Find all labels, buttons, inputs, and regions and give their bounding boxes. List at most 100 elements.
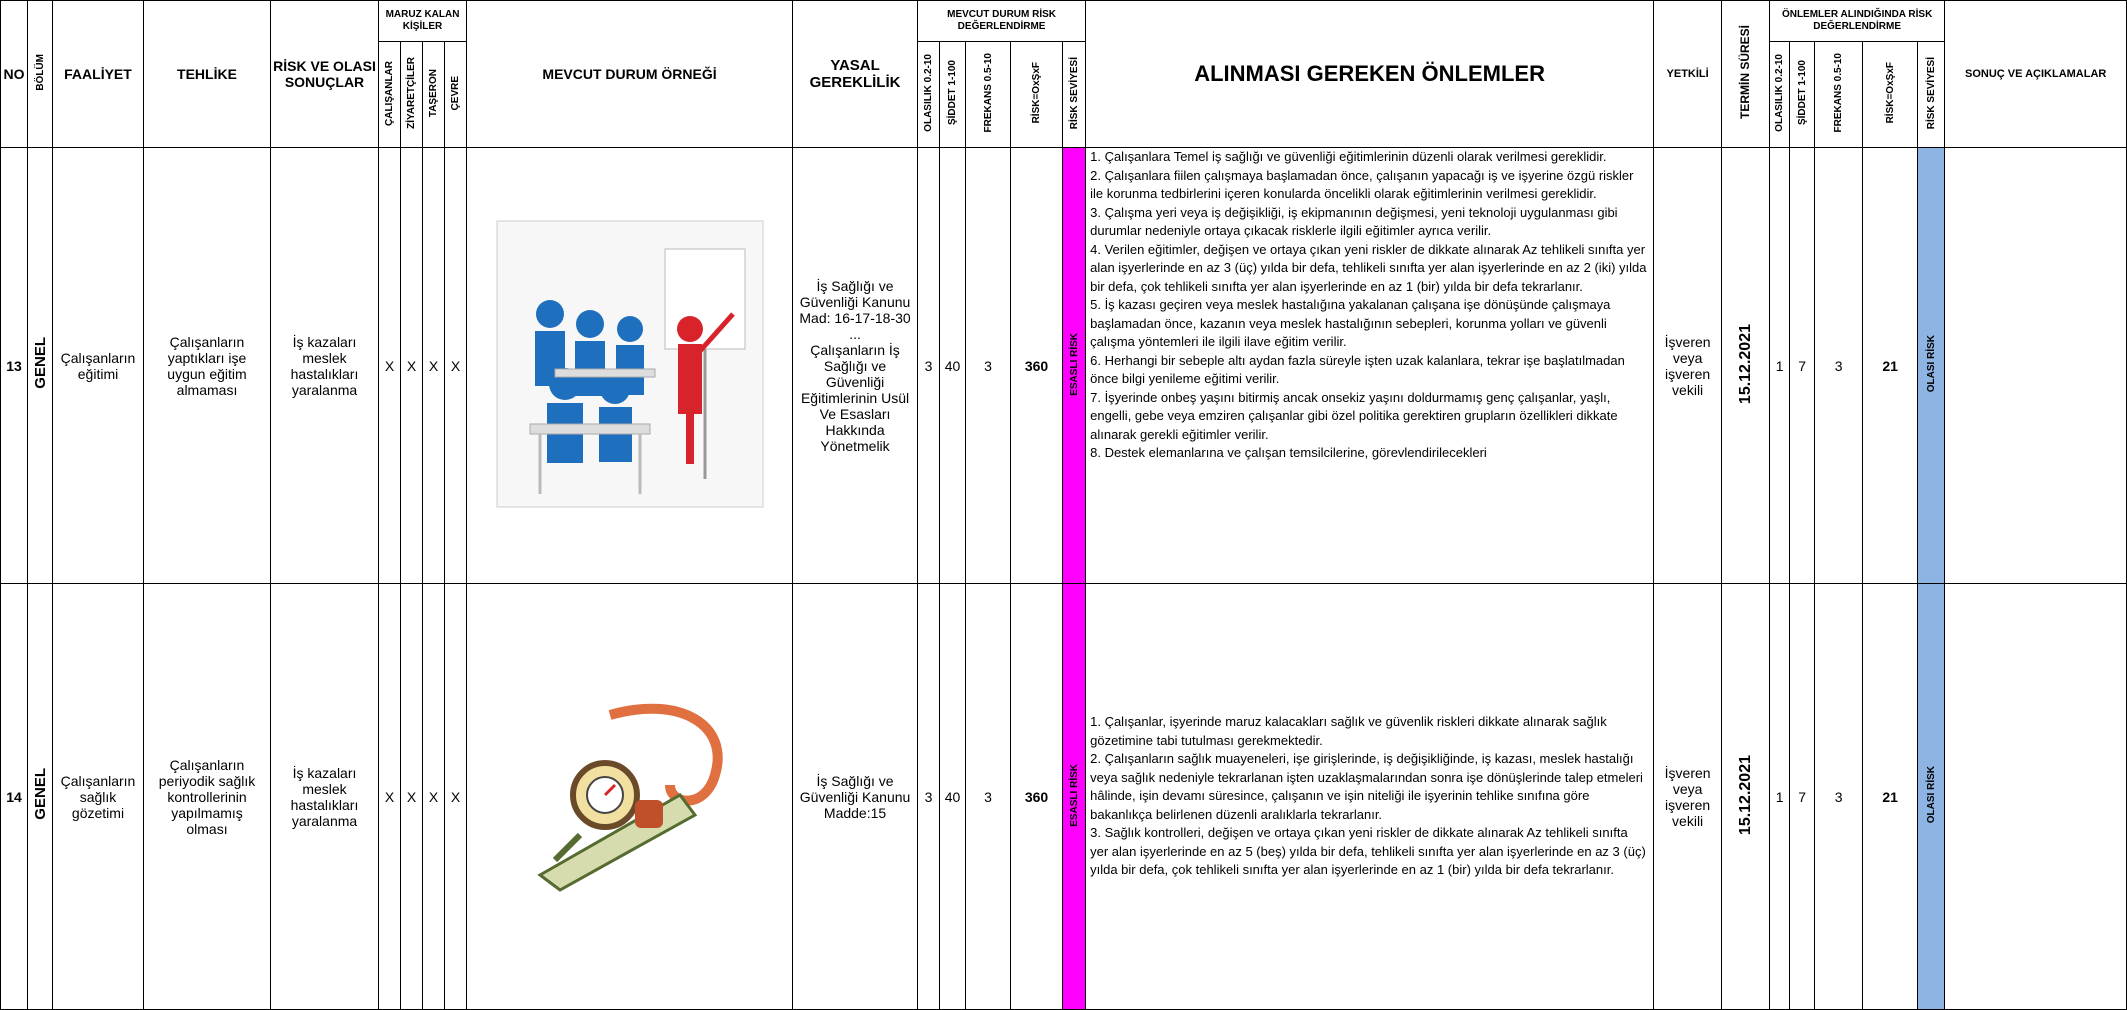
row-activity: Çalışanların sağlık gözetimi bbox=[52, 583, 144, 1010]
legal-line: Çalışanların İş Sağlığı ve Güvenliği Eği… bbox=[800, 341, 910, 454]
measure-item: 3. Sağlık kontrolleri, değişen ve ortaya… bbox=[1090, 825, 1646, 878]
row-section: GENEL bbox=[27, 583, 53, 1010]
hazard-header: TEHLİKE bbox=[143, 0, 271, 148]
activity-header: FAALİYET bbox=[52, 0, 144, 148]
row-exposed: X bbox=[422, 583, 445, 1010]
exposed-column-text: ÇALIŞANLAR bbox=[384, 60, 395, 126]
exposed-column: ZİYARETÇİLER bbox=[400, 41, 423, 148]
deadline-header: TERMİN SÜRESİ bbox=[1721, 0, 1771, 148]
row-responsible: İşveren veya işveren vekili bbox=[1653, 583, 1723, 1010]
row-exposed: X bbox=[378, 147, 401, 584]
row-no: 13 bbox=[0, 147, 28, 584]
subheader-row: ÇALIŞANLAR ZİYARETÇİLER TAŞERON ÇEVRE OLASIL… bbox=[1, 41, 2127, 148]
result-header: SONUÇ VE AÇIKLAMALAR bbox=[1944, 0, 2127, 148]
row-example bbox=[466, 583, 794, 1010]
responsible-header: YETKİLİ bbox=[1653, 0, 1723, 148]
risk-value: 1 bbox=[1769, 583, 1791, 1010]
after-risk-column: RİSK SEVİYESİ bbox=[1917, 41, 1946, 148]
current-risk-column-text: FREKANS 0.5-10 bbox=[982, 53, 994, 133]
row-deadline: 15.12.2021 bbox=[1721, 147, 1771, 584]
risk-value: 3 bbox=[1814, 147, 1864, 584]
measures-header: ALINMASI GEREKEN ÖNLEMLER bbox=[1085, 0, 1655, 148]
row-exposed: X bbox=[422, 147, 445, 584]
exposed-header: MARUZ KALAN KİŞİLER bbox=[377, 0, 468, 42]
risk-level: ESASLI RİSK bbox=[1062, 583, 1087, 1010]
current-risk-column-text: OLASILIK 0.2-10 bbox=[923, 54, 935, 132]
risk-value: 3 bbox=[965, 583, 1012, 1010]
risk-value: 3 bbox=[917, 147, 941, 584]
after-risk-column-text: FREKANS 0.5-10 bbox=[1833, 53, 1845, 133]
exposed-column: ÇALIŞANLAR bbox=[378, 41, 401, 148]
stethoscope-illustration bbox=[536, 703, 723, 892]
measure-item: 5. İş kazası geçiren veya meslek hastalı… bbox=[1090, 297, 1611, 349]
risk-level-text: ESASLI RİSK bbox=[1068, 332, 1080, 396]
row-section-text: GENEL bbox=[31, 337, 49, 389]
row-result bbox=[1944, 583, 2127, 1010]
exposed-column: TAŞERON bbox=[422, 41, 445, 148]
row-legal: İş Sağlığı ve Güvenliği Kanunu Madde:15 bbox=[792, 583, 919, 1010]
table-header: NO BÖLÜM FAALİYET TEHLİKE RİSK VE OLASI … bbox=[0, 0, 2127, 148]
current-risk-column: FREKANS 0.5-10 bbox=[965, 41, 1012, 148]
row-legal: İş Sağlığı ve Güvenliği Kanunu Mad: 16-1… bbox=[792, 147, 919, 584]
consequences-header: RİSK VE OLASI SONUÇLAR bbox=[270, 0, 379, 148]
row-result bbox=[1944, 147, 2127, 584]
row-measures: 1. Çalışanlar, işyerinde maruz kalacakla… bbox=[1085, 583, 1655, 1010]
current-risk-column: OLASILIK 0.2-10 bbox=[917, 41, 941, 148]
after-risk-column-text: RİSK SEVİYESİ bbox=[1925, 56, 1937, 130]
row-measures: 1. Çalışanlara Temel iş sağlığı ve güven… bbox=[1085, 147, 1655, 584]
after-risk-column: RİSK=OxŞxF bbox=[1862, 41, 1919, 148]
after-risk-column-text: RİSK=OxŞxF bbox=[1884, 62, 1896, 124]
current-risk-column: ŞİDDET 1-100 bbox=[939, 41, 967, 148]
exposed-column-text: ZİYARETÇİLER bbox=[406, 57, 417, 129]
risk-level: ESASLI RİSK bbox=[1062, 147, 1087, 584]
row-activity: Çalışanların eğitimi bbox=[52, 147, 144, 584]
data-row: 14 GENEL Çalışanların sağlık gözetimi Çalış… bbox=[0, 583, 2127, 1010]
risk-value: 3 bbox=[965, 147, 1012, 584]
deadline-header-text: TERMİN SÜRESİ bbox=[1738, 25, 1753, 120]
data-row: 13 GENEL Çalışanların eğitimi Çalışanların … bbox=[0, 147, 2127, 584]
risk-level-text: OLASI RİSK bbox=[1925, 335, 1937, 393]
risk-value: 7 bbox=[1789, 147, 1816, 584]
risk-level-text: ESASLI RİSK bbox=[1068, 763, 1080, 827]
risk-value: 360 bbox=[1010, 583, 1064, 1010]
row-consequences: İş kazaları meslek hastalıkları yaralanm… bbox=[270, 147, 379, 584]
measure-item: 2. Çalışanlara fiilen çalışmaya başlamad… bbox=[1090, 167, 1634, 202]
risk-value: 40 bbox=[939, 147, 967, 584]
current-risk-column-text: ŞİDDET 1-100 bbox=[947, 60, 959, 126]
measure-item: 3. Çalışma yeri veya iş değişikliği, iş … bbox=[1090, 204, 1618, 239]
measures-box: 1. Çalışanlara Temel iş sağlığı ve güven… bbox=[1090, 149, 1649, 463]
risk-value: 3 bbox=[1814, 583, 1864, 1010]
row-example bbox=[466, 147, 794, 584]
exposed-column: ÇEVRE bbox=[443, 41, 468, 148]
risk-value: 7 bbox=[1789, 583, 1816, 1010]
measures-box: 1. Çalışanlar, işyerinde maruz kalacakla… bbox=[1090, 713, 1649, 880]
current-risk-column: RİSK SEVİYESİ bbox=[1062, 41, 1087, 148]
risk-value: 1 bbox=[1769, 147, 1791, 584]
after-risk-column: OLASILIK 0.2-10 bbox=[1769, 41, 1791, 148]
measure-item: 1. Çalışanlara Temel iş sağlığı ve güven… bbox=[1090, 149, 1607, 164]
row-deadline: 15.12.2021 bbox=[1721, 583, 1771, 1010]
row-deadline-text: 15.12.2021 bbox=[1737, 754, 1755, 836]
row-exposed: X bbox=[443, 147, 468, 584]
section-header: BÖLÜM bbox=[27, 0, 53, 148]
row-section-text: GENEL bbox=[31, 768, 49, 820]
row-responsible: İşveren veya işveren vekili bbox=[1653, 147, 1723, 584]
legal-line: ... bbox=[849, 325, 861, 342]
section-header-text: BÖLÜM bbox=[34, 54, 46, 91]
current-risk-header: MEVCUT DURUM RİSK DEĞERLENDİRME bbox=[917, 0, 1087, 42]
risk-value: 3 bbox=[917, 583, 941, 1010]
measure-item: 4. Verilen eğitimler, değişen ve ortaya … bbox=[1090, 241, 1647, 294]
exposed-column-text: TAŞERON bbox=[428, 68, 439, 118]
after-risk-column-text: ŞİDDET 1-100 bbox=[1796, 60, 1808, 126]
risk-value: 21 bbox=[1862, 147, 1919, 584]
row-deadline-text: 15.12.2021 bbox=[1737, 323, 1755, 405]
row-consequences: İş kazaları meslek hastalıkları yaralanm… bbox=[270, 583, 379, 1010]
row-hazard: Çalışanların periyodik sağlık kontroller… bbox=[143, 583, 271, 1010]
risk-level: OLASI RİSK bbox=[1917, 583, 1946, 1010]
table-body: 13 GENEL Çalışanların eğitimi Çalışanların … bbox=[0, 147, 2127, 1010]
after-risk-column-text: OLASILIK 0.2-10 bbox=[1774, 54, 1786, 132]
row-hazard: Çalışanların yaptıkları işe uygun eğitim… bbox=[143, 147, 271, 584]
measure-item: 6. Herhangi bir sebeple altı aydan fazla… bbox=[1090, 352, 1625, 387]
